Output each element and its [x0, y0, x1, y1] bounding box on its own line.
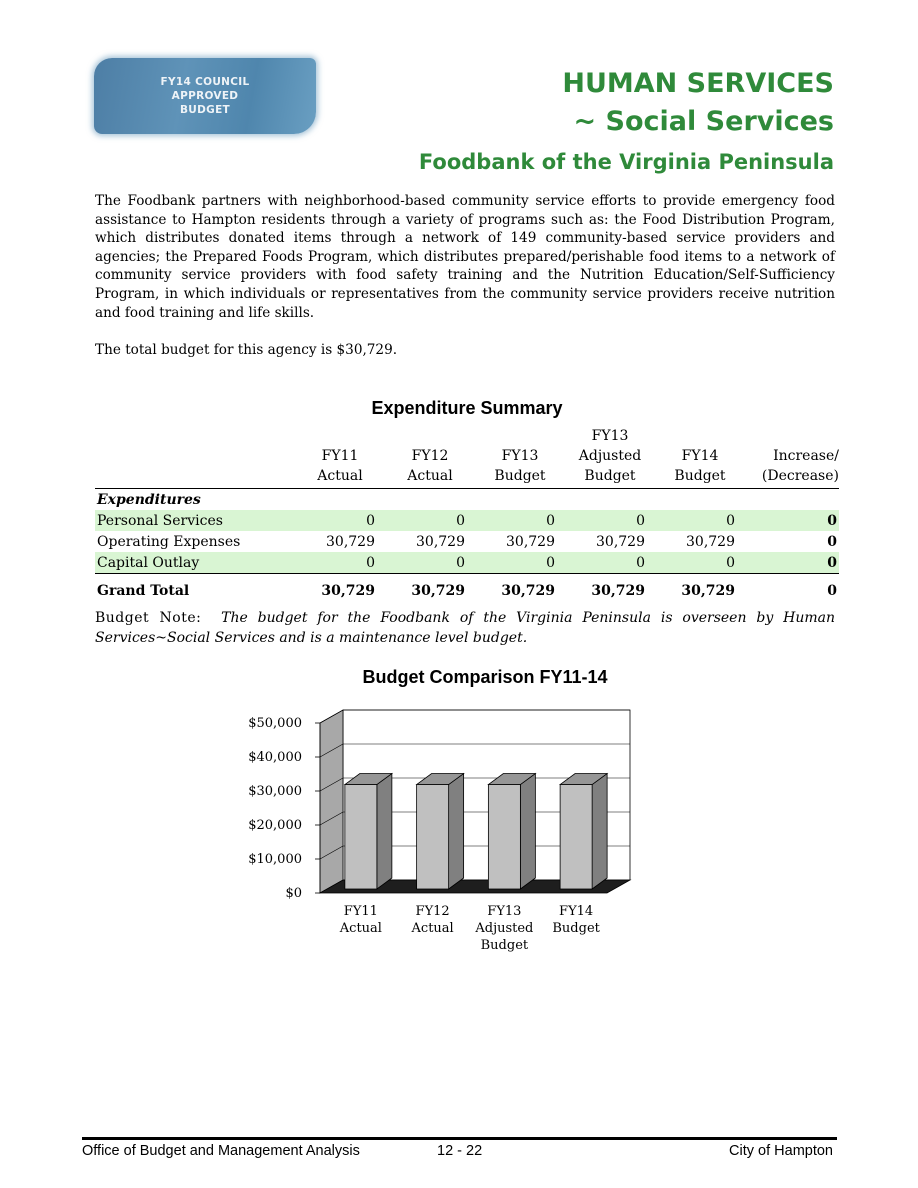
budget-note: Budget Note: The budget for the Foodbank… [95, 608, 835, 648]
column-header: FY13 Adjusted Budget [578, 428, 642, 484]
table-cell: 30,729 [506, 533, 555, 550]
y-tick-label: $20,000 [248, 818, 302, 833]
table-cell: 0 [295, 510, 385, 531]
table-cell: 30,729 [326, 533, 375, 550]
table-cell: 30,729 [501, 583, 555, 599]
footer-page-number: 12 - 22 [437, 1143, 483, 1159]
page-title: HUMAN SERVICES [562, 68, 834, 99]
column-header-blank [95, 426, 295, 489]
total-budget-statement: The total budget for this agency is $30,… [95, 342, 398, 358]
chart-side-wall [319, 709, 344, 894]
bar [559, 784, 593, 890]
table-row: Capital Outlay 0 0 0 0 0 0 [95, 552, 839, 574]
grand-total-row: Grand Total 30,729 30,729 30,729 30,729 … [95, 574, 839, 605]
x-tick-label: FY12 Actual [411, 904, 454, 936]
bar [416, 784, 450, 890]
gridline-side [319, 709, 344, 724]
table-cell: 30,729 [681, 583, 735, 599]
badge-line: BUDGET [180, 104, 230, 116]
table-cell: 30,729 [411, 583, 465, 599]
chart-title: Budget Comparison FY11-14 [362, 667, 608, 687]
row-label: Personal Services [95, 510, 295, 531]
badge-line: APPROVED [171, 90, 239, 102]
footer-office: Office of Budget and Management Analysis [82, 1143, 360, 1159]
bar-side [591, 772, 608, 890]
x-tick-label: FY14 Budget [552, 904, 600, 936]
column-header: Increase/(Decrease) [761, 448, 839, 484]
table-cell: 30,729 [591, 583, 645, 599]
table-header-row: FY11 Actual FY12 Actual FY13 Budget FY13 Adj… [95, 426, 839, 489]
expenditure-summary-title: Expenditure Summary [371, 398, 563, 418]
row-label: Capital Outlay [95, 552, 295, 574]
bar [344, 784, 378, 890]
column-header: FY14 Budget [674, 448, 726, 484]
agency-title: Foodbank of the Virginia Peninsula [418, 150, 834, 174]
table-row: Personal Services 0 0 0 0 0 0 [95, 510, 839, 531]
table-cell: 0 [745, 510, 839, 531]
x-tick-label: FY13 Adjusted Budget [474, 904, 533, 953]
column-header: FY12 Actual [407, 448, 453, 484]
y-tick-label: $0 [285, 886, 302, 901]
expenditure-summary-table: FY11 Actual FY12 Actual FY13 Budget FY13 Adj… [95, 426, 839, 604]
table-cell: 30,729 [686, 533, 735, 550]
section-label: Expenditures [97, 491, 201, 508]
bar [487, 784, 521, 890]
table-cell: 30,729 [416, 533, 465, 550]
page-subtitle: ~ Social Services [573, 106, 834, 137]
gridline-side [319, 811, 344, 826]
column-header: FY13 Budget [494, 448, 546, 484]
budget-note-label: Budget Note: [95, 610, 202, 626]
chart-floor [318, 879, 632, 894]
footer-city: City of Hampton [729, 1143, 833, 1159]
table-cell: 0 [827, 583, 837, 599]
table-row: Operating Expenses 30,729 30,729 30,729 … [95, 531, 839, 552]
badge-line: FY14 COUNCIL [160, 76, 250, 88]
gridline-side [319, 743, 344, 758]
table-cell: 30,729 [596, 533, 645, 550]
row-label: Operating Expenses [97, 533, 241, 550]
y-tick-label: $10,000 [248, 852, 302, 867]
agency-description: The Foodbank partners with neighborhood-… [95, 193, 835, 321]
x-tick-label: FY11 Actual [339, 904, 382, 936]
row-label: Grand Total [97, 583, 190, 599]
table-cell: 0 [475, 510, 565, 531]
budget-note-text: The budget for the Foodbank of the Virgi… [95, 610, 835, 646]
y-tick-label: $40,000 [248, 750, 302, 765]
table-cell: 0 [827, 533, 837, 550]
footer-divider [82, 1137, 837, 1140]
table-cell: 0 [655, 510, 745, 531]
table-cell: 0 [565, 552, 655, 574]
y-tick-label: $30,000 [248, 784, 302, 799]
gridline-side [319, 777, 344, 792]
table-cell: 0 [475, 552, 565, 574]
table-cell: 0 [385, 510, 475, 531]
section-row: Expenditures [95, 489, 839, 511]
table-cell: 0 [295, 552, 385, 574]
bar-side [519, 772, 536, 890]
y-tick-label: $50,000 [248, 716, 302, 731]
gridline-side [319, 845, 344, 860]
table-cell: 30,729 [321, 583, 375, 599]
bar-side [448, 772, 465, 890]
budget-comparison-chart: $0 $10,000 $20,000 $30,000 $40,000 $50,000 FY1… [248, 709, 632, 953]
approved-budget-badge: FY14 COUNCIL APPROVED BUDGET [94, 58, 316, 134]
bar-side [376, 772, 393, 890]
column-header: FY11 Actual [317, 448, 363, 484]
table-cell: 0 [385, 552, 475, 574]
table-cell: 0 [565, 510, 655, 531]
table-cell: 0 [655, 552, 745, 574]
table-cell: 0 [745, 552, 839, 574]
